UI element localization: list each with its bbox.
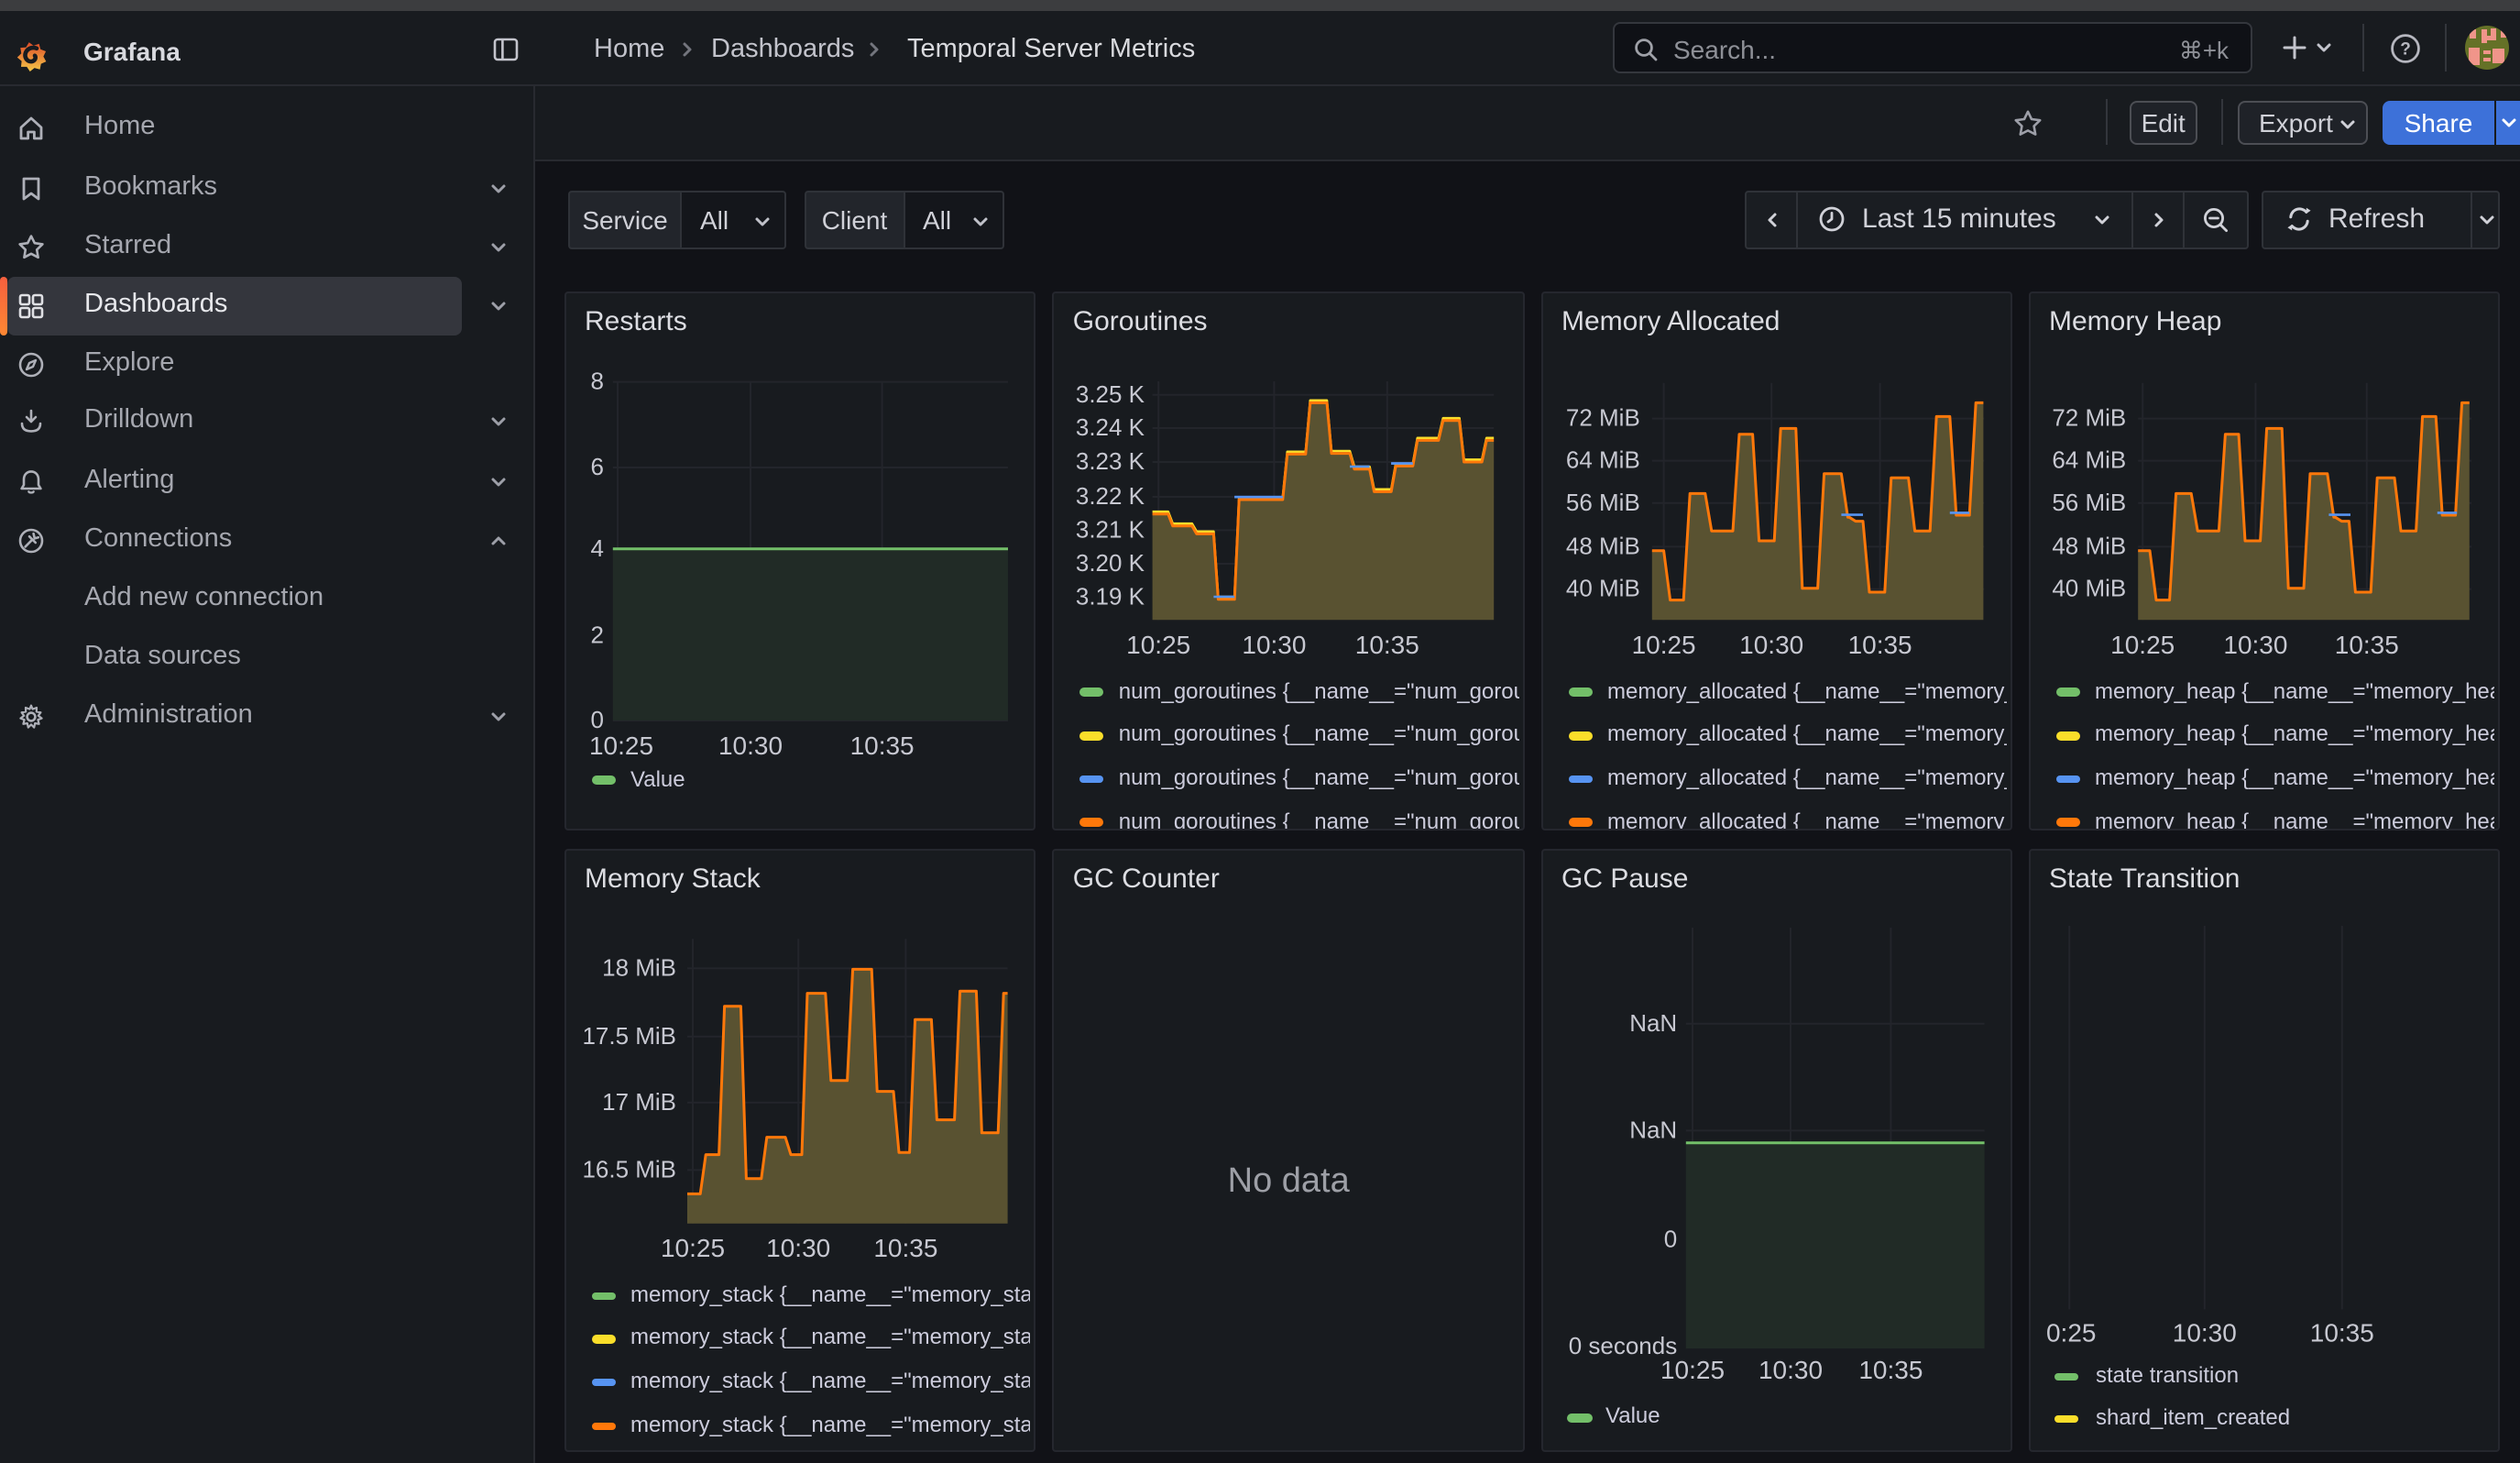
svg-text:48 MiB: 48 MiB bbox=[2052, 531, 2126, 558]
svg-text:?: ? bbox=[2400, 38, 2411, 58]
svg-text:10:35: 10:35 bbox=[1858, 1355, 1923, 1383]
svg-text:3.20 K: 3.20 K bbox=[1077, 548, 1146, 576]
svg-text:NaN: NaN bbox=[1629, 1008, 1677, 1036]
svg-text:10:30: 10:30 bbox=[1243, 630, 1307, 658]
svg-text:0:25: 0:25 bbox=[2046, 1318, 2096, 1347]
svg-text:10:30: 10:30 bbox=[2223, 630, 2287, 658]
svg-text:17.5 MiB: 17.5 MiB bbox=[582, 1021, 676, 1049]
svg-text:56 MiB: 56 MiB bbox=[2052, 488, 2126, 515]
svg-text:4: 4 bbox=[591, 534, 604, 561]
svg-text:0 seconds: 0 seconds bbox=[1569, 1331, 1677, 1358]
svg-text:10:25: 10:25 bbox=[1632, 630, 1696, 658]
svg-text:48 MiB: 48 MiB bbox=[1566, 531, 1640, 558]
svg-text:10:35: 10:35 bbox=[873, 1233, 937, 1261]
svg-text:40 MiB: 40 MiB bbox=[2052, 574, 2126, 601]
svg-text:16.5 MiB: 16.5 MiB bbox=[582, 1155, 676, 1182]
svg-text:0: 0 bbox=[591, 705, 604, 732]
svg-text:10:30: 10:30 bbox=[1759, 1355, 1823, 1383]
svg-text:10:35: 10:35 bbox=[1356, 630, 1420, 658]
svg-text:10:35: 10:35 bbox=[850, 731, 915, 759]
svg-text:3.19 K: 3.19 K bbox=[1077, 582, 1146, 610]
svg-text:10:25: 10:25 bbox=[1660, 1355, 1725, 1383]
svg-text:3.21 K: 3.21 K bbox=[1077, 514, 1146, 542]
svg-text:NaN: NaN bbox=[1629, 1116, 1677, 1143]
svg-text:3.25 K: 3.25 K bbox=[1077, 380, 1146, 407]
svg-text:3.23 K: 3.23 K bbox=[1077, 446, 1146, 474]
svg-text:3.24 K: 3.24 K bbox=[1077, 412, 1146, 440]
svg-text:6: 6 bbox=[591, 452, 604, 479]
svg-text:10:35: 10:35 bbox=[2310, 1318, 2374, 1347]
svg-text:18 MiB: 18 MiB bbox=[602, 953, 676, 981]
svg-text:64 MiB: 64 MiB bbox=[2052, 446, 2126, 473]
svg-text:10:30: 10:30 bbox=[2173, 1318, 2237, 1347]
svg-text:10:35: 10:35 bbox=[2335, 630, 2399, 658]
svg-text:10:25: 10:25 bbox=[661, 1233, 725, 1261]
svg-text:2: 2 bbox=[591, 620, 604, 647]
svg-text:10:30: 10:30 bbox=[766, 1233, 830, 1261]
svg-text:10:30: 10:30 bbox=[1739, 630, 1803, 658]
svg-text:3.22 K: 3.22 K bbox=[1077, 481, 1146, 509]
svg-text:10:30: 10:30 bbox=[718, 731, 783, 759]
svg-text:64 MiB: 64 MiB bbox=[1566, 446, 1640, 473]
svg-text:40 MiB: 40 MiB bbox=[1566, 574, 1640, 601]
svg-text:0: 0 bbox=[1664, 1225, 1677, 1252]
svg-text:10:25: 10:25 bbox=[2110, 630, 2175, 658]
svg-text:10:25: 10:25 bbox=[1127, 630, 1191, 658]
svg-text:72 MiB: 72 MiB bbox=[1566, 403, 1640, 431]
svg-text:10:35: 10:35 bbox=[1848, 630, 1912, 658]
svg-text:72 MiB: 72 MiB bbox=[2052, 403, 2126, 431]
svg-text:56 MiB: 56 MiB bbox=[1566, 488, 1640, 515]
svg-text:10:25: 10:25 bbox=[589, 731, 653, 759]
svg-text:8: 8 bbox=[591, 367, 604, 394]
svg-text:17 MiB: 17 MiB bbox=[602, 1087, 676, 1115]
